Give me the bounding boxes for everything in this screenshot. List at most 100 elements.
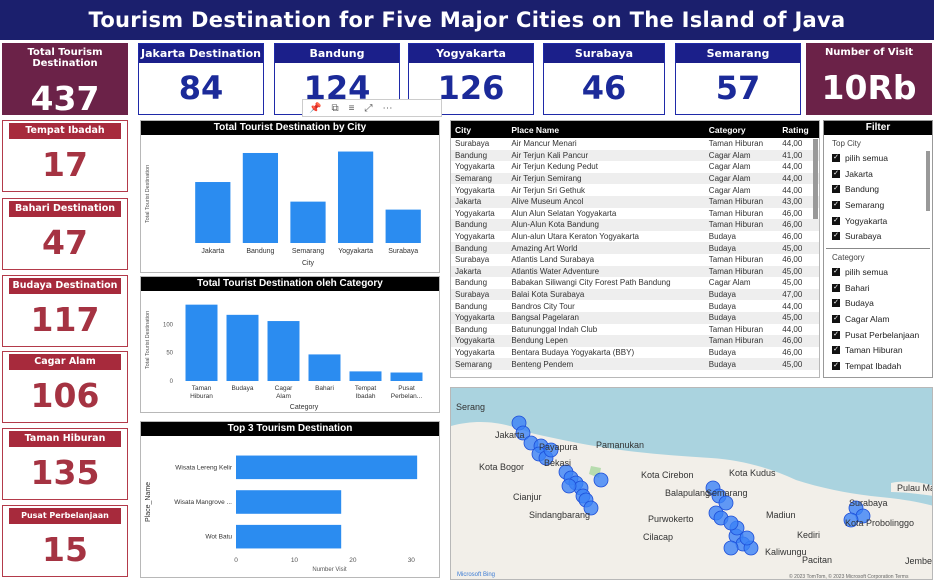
table-row[interactable]: Jakarta Alive Museum Ancol Taman Hiburan 43… <box>451 195 819 208</box>
table-cell: Yogyakarta <box>455 232 495 242</box>
table-row[interactable]: Bandung Batununggal Indah Club Taman Hibur… <box>451 324 819 336</box>
bar[interactable] <box>390 372 423 381</box>
table-row[interactable]: Yogyakarta Bendung Lepen Taman Hiburan 46,0… <box>451 335 819 347</box>
map-place-label: Kota Bogor <box>479 462 524 472</box>
map-place-label: Cianjur <box>513 492 542 502</box>
checkbox-checked-icon[interactable]: ✓ <box>832 346 840 355</box>
table-row[interactable]: Semarang Benteng Pendem Budaya 45,00 <box>451 358 819 370</box>
table-row[interactable]: Surabaya Air Mancur Menari Taman Hiburan 44… <box>451 138 819 150</box>
category-card-label: Cagar Alam Destination <box>9 354 121 383</box>
map-point[interactable] <box>723 515 739 531</box>
bar[interactable] <box>185 304 218 381</box>
table-row[interactable]: Bandung Amazing Art World Budaya 45,00 <box>451 242 819 254</box>
total-destination-label: Total Tourism Destination <box>27 47 103 69</box>
checkbox-checked-icon[interactable]: ✓ <box>832 299 840 308</box>
table-row[interactable]: Yogyakarta Air Terjun Sri Gethuk Cagar Ala… <box>451 184 819 196</box>
map-place-label: Pacitan <box>802 555 832 565</box>
map-point[interactable] <box>843 512 859 528</box>
checkbox-checked-icon[interactable]: ✓ <box>832 200 840 209</box>
checkbox-checked-icon[interactable]: ✓ <box>832 232 840 241</box>
bar[interactable] <box>236 524 342 549</box>
bar[interactable] <box>236 490 342 514</box>
city-card-semarang: Semarang Destination 57 <box>675 43 801 115</box>
more-icon[interactable]: ⋯ <box>382 102 393 114</box>
filter-option[interactable]: ✓ Bandung <box>832 181 932 197</box>
checkbox-checked-icon[interactable]: ✓ <box>832 185 840 194</box>
filter-option[interactable]: ✓ Taman Hiburan <box>832 343 932 359</box>
category-card-taman-hiburan: Taman Hiburan Destination 135 <box>2 428 128 500</box>
filter-option[interactable]: ✓ Semarang <box>832 197 932 213</box>
filter-option[interactable]: ✓ Surabaya <box>832 228 932 244</box>
map-point[interactable] <box>583 500 599 516</box>
pin-icon[interactable]: 📌 <box>309 102 322 114</box>
filter-option[interactable]: ✓ Cagar Alam <box>832 311 932 327</box>
table-cell: Bendung Lepen <box>507 335 705 347</box>
focus-icon[interactable]: ⤢ <box>364 102 373 114</box>
table-scrollbar[interactable] <box>813 139 818 219</box>
table-cell: Yogyakarta <box>451 311 508 324</box>
table-row[interactable]: Surabaya Atlantis Land Surabaya Taman Hibu… <box>451 254 819 266</box>
bar[interactable] <box>236 455 418 480</box>
filter-option-label: Bandung <box>845 184 880 195</box>
checkbox-checked-icon[interactable]: ✓ <box>832 216 840 225</box>
filter-option[interactable]: ✓ Budaya <box>832 296 932 312</box>
checkbox-checked-icon[interactable]: ✓ <box>832 153 840 162</box>
filter-option[interactable]: ✓ Pusat Perbelanjaan <box>832 327 932 343</box>
bar[interactable] <box>195 182 231 243</box>
checkbox-checked-icon[interactable]: ✓ <box>832 169 840 178</box>
map-visual[interactable]: Serang Jakarta Kota Bogor Cianjur Bekasi Paya… <box>450 387 933 580</box>
table-row[interactable]: Yogyakarta Bentara Budaya Yogyakarta (BBY… <box>451 347 819 359</box>
table-row[interactable]: Bandung Bandros City Tour Budaya 44,00 <box>451 300 819 312</box>
table-row[interactable]: Semarang Air Terjun Semirang Cagar Alam 44,… <box>451 172 819 185</box>
city-card-surabaya: Surabaya Destination 46 <box>543 43 665 115</box>
filter-option[interactable]: ✓ pilih semua <box>832 150 932 166</box>
checkbox-checked-icon[interactable]: ✓ <box>832 315 840 324</box>
map-point[interactable] <box>561 478 577 494</box>
filter-option[interactable]: ✓ pilih semua <box>832 264 932 280</box>
java-map: Serang Jakarta Kota Bogor Cianjur Bekasi Paya… <box>451 402 933 579</box>
map-point[interactable] <box>515 425 531 441</box>
table-cell: Surabaya <box>451 288 508 301</box>
bar[interactable] <box>267 321 300 381</box>
table-row[interactable]: Yogyakarta Alun Alun Selatan Yogyakarta Ta… <box>451 208 819 220</box>
bar[interactable] <box>226 314 259 381</box>
table-row[interactable]: Jakarta Atlantis Water Adventure Taman Hib… <box>451 265 819 278</box>
bar[interactable] <box>337 151 374 243</box>
filter-option[interactable]: ✓ Yogyakarta <box>832 213 932 229</box>
checkbox-checked-icon[interactable]: ✓ <box>832 267 840 276</box>
filter-option[interactable]: ✓ Jakarta <box>832 166 932 182</box>
checkbox-checked-icon[interactable]: ✓ <box>832 362 840 371</box>
table-row[interactable]: Bandung Alun-Alun Kota Bandung Taman Hibur… <box>451 219 819 231</box>
map-point[interactable] <box>593 472 609 488</box>
bar[interactable] <box>308 354 341 381</box>
table-column-header[interactable]: Place Name <box>507 121 705 138</box>
table-row[interactable]: Bandung Air Terjun Kali Pancur Cagar Alam 4… <box>451 149 819 162</box>
table-cell: 44,00 <box>782 301 803 311</box>
bar[interactable] <box>385 209 421 243</box>
table-cell: Yogyakarta <box>455 347 495 357</box>
filter-icon[interactable]: ≡ <box>348 102 355 114</box>
filter-scrollbar[interactable] <box>926 151 930 211</box>
map-place-label: Jember <box>905 556 933 566</box>
checkbox-checked-icon[interactable]: ✓ <box>832 283 840 292</box>
category-card-label: Pusat Perbelanjaan Destination <box>9 508 121 536</box>
table-column-header[interactable]: Rating <box>778 121 819 138</box>
table-row[interactable]: Yogyakarta Air Terjun Kedung Pedut Cagar A… <box>451 161 819 173</box>
table-row[interactable]: Yogyakarta Bangsal Pagelaran Budaya 45,00 <box>451 311 819 324</box>
map-point[interactable] <box>543 442 559 458</box>
bar[interactable] <box>349 371 382 381</box>
table-row[interactable]: Bandung Babakan Siliwangi City Forest Pat… <box>451 277 819 289</box>
table-column-header[interactable]: Category <box>704 121 779 138</box>
table-row[interactable]: Yogyakarta Alun-alun Utara Keraton Yogyak… <box>451 231 819 243</box>
filter-option[interactable]: ✓ Bahari <box>832 280 932 296</box>
map-point[interactable] <box>739 530 755 546</box>
map-point[interactable] <box>718 495 734 511</box>
bar[interactable] <box>242 152 279 243</box>
filter-option[interactable]: ✓ Tempat Ibadah <box>832 358 932 374</box>
table-row[interactable]: Surabaya Balai Kota Surabaya Budaya 47,00 <box>451 288 819 301</box>
bar[interactable] <box>290 201 326 243</box>
table-column-header[interactable]: City <box>451 121 508 138</box>
copy-icon[interactable]: ⧉ <box>331 102 339 114</box>
map-point[interactable] <box>723 540 739 556</box>
checkbox-checked-icon[interactable]: ✓ <box>832 330 840 339</box>
